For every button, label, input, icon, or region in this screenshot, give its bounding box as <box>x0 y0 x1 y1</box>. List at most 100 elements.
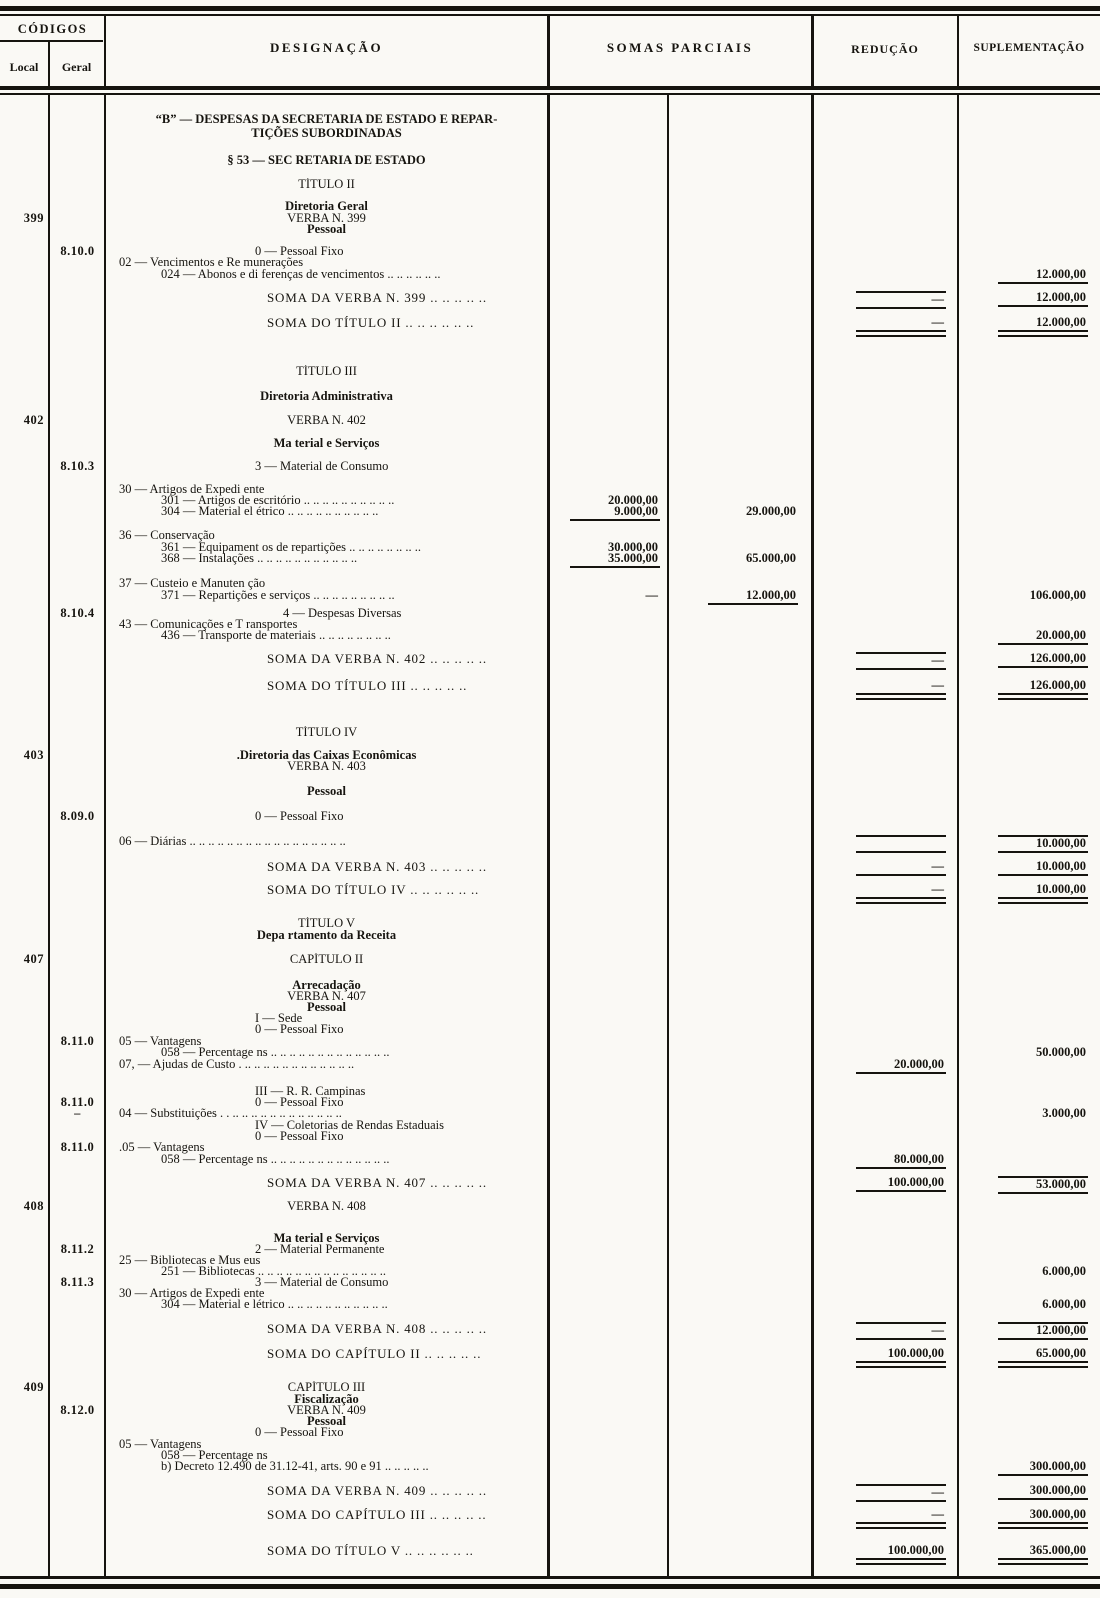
table-row: VERBA N. 407 <box>0 990 1100 1003</box>
red-cell: — <box>812 1484 946 1502</box>
table-row: 8.10.0 0 — Pessoal Fixo <box>0 245 1100 258</box>
local-code: 407 <box>23 952 44 966</box>
sp2-value: 29.000,00 <box>746 504 796 518</box>
table-row: 368 — Instalações .. .. .. .. .. .. .. .… <box>0 552 1100 568</box>
sp1-cell: — <box>548 589 660 603</box>
sp1-cell: 20.000,00 <box>548 494 660 508</box>
table-row: SOMA DO TÍTULO III .. .. .. .. .. — 126.00… <box>0 679 1100 700</box>
designation-text: Pessoal <box>307 1001 346 1014</box>
sp2-value: 12.000,00 <box>708 589 798 605</box>
designation-text: 04 — Substituições . . .. .. .. .. .. ..… <box>119 1107 342 1120</box>
local-column-header: Local <box>9 60 39 74</box>
designation-text: SOMA DA VERBA N. 409 .. .. .. .. .. <box>267 1484 487 1497</box>
table-row: TÍTULO III <box>0 365 1100 378</box>
sp1-value: 35.000,00 <box>570 552 660 568</box>
designation-text: .05 — Vantagens <box>119 1141 205 1154</box>
sup-cell: 10.000,00 <box>958 860 1088 876</box>
suplementacao-column-header: SUPLEMENTAÇÃO <box>973 42 1085 54</box>
designation-text: VERBA N. 399 <box>287 212 366 225</box>
sup-cell: 12.000,00 <box>958 268 1088 284</box>
geral-code: 8.10.3 <box>60 459 95 473</box>
table-row: 30 — Artigos de Expedi ente <box>0 1287 1100 1300</box>
header-divider-designacao <box>547 16 550 88</box>
table-row: Pessoal <box>0 223 1100 236</box>
table-row: 25 — Bibliotecas e Mus eus <box>0 1254 1100 1267</box>
designation-text: 361 — Equipament os de repartições .. ..… <box>161 541 422 554</box>
designation-text: VERBA N. 407 <box>287 990 366 1003</box>
sup-cell: 6.000,00 <box>958 1298 1088 1312</box>
local-code: 408 <box>23 1199 44 1213</box>
sup-cell: 12.000,00 <box>958 291 1088 307</box>
sup-value: 20.000,00 <box>998 629 1088 645</box>
sup-value: 126.000,00 <box>998 652 1088 668</box>
sp1-cell: 30.000,00 <box>548 541 660 555</box>
local-code: 399 <box>23 211 44 225</box>
local-code: 402 <box>23 413 44 427</box>
sup-value: 53.000,00 <box>998 1176 1088 1194</box>
geral-code: 8.11.0 <box>60 1095 95 1109</box>
reducao-column-header: REDUÇÃO <box>851 42 919 56</box>
table-row: TÍTULO V <box>0 917 1100 930</box>
sp2-cell: 65.000,00 <box>668 552 798 566</box>
table-row: Pessoal <box>0 1415 1100 1428</box>
table-row: IV — Coletorias de Rendas Estaduais <box>0 1119 1100 1132</box>
table-row: 0 — Pessoal Fixo <box>0 1130 1100 1143</box>
geral-code: – <box>74 1106 81 1120</box>
sup-value: 50.000,00 <box>1036 1045 1086 1059</box>
table-row: 409 CAPÍTULO III <box>0 1381 1100 1394</box>
sp1-cell: 9.000,00 <box>548 505 660 521</box>
designation-text: 37 — Custeio e Manuten ção <box>119 577 266 590</box>
designation-text: 0 — Pessoal Fixo <box>255 810 344 823</box>
table-row: 407 CAPÍTULO II <box>0 953 1100 966</box>
header-bottom-rule-2 <box>0 93 1100 95</box>
body-divider-somas-reducao <box>811 95 814 1576</box>
designation-text: 06 — Diárias .. .. .. .. .. .. .. .. .. … <box>119 835 346 848</box>
sp1-value: 9.000,00 <box>570 505 660 521</box>
table-row: SOMA DA VERBA N. 409 .. .. .. .. .. — 300.… <box>0 1484 1100 1502</box>
table-row: SOMA DO TÍTULO V .. .. .. .. .. .. 100.00… <box>0 1544 1100 1565</box>
table-row: 371 — Repartições e serviços .. .. .. ..… <box>0 589 1100 605</box>
designation-text: 3 — Material de Consumo <box>255 1276 389 1289</box>
designation-text: 024 — Abonos e di ferenças de vencimento… <box>161 268 441 281</box>
table-row: 024 — Abonos e di ferenças de vencimento… <box>0 268 1100 284</box>
table-row: 8.11.2 2 — Material Permanente <box>0 1243 1100 1256</box>
table-row: 8.09.0 0 — Pessoal Fixo <box>0 810 1100 823</box>
designation-text: 0 — Pessoal Fixo <box>255 1023 344 1036</box>
designation-text: VERBA N. 408 <box>287 1200 366 1213</box>
sup-cell: 300.000,00 <box>958 1508 1088 1529</box>
sup-value: 10.000,00 <box>998 835 1088 853</box>
geral-code: 8.12.0 <box>60 1403 95 1417</box>
designation-text: Pessoal <box>307 1415 346 1428</box>
table-row: 408 VERBA N. 408 <box>0 1200 1100 1213</box>
table-row: 361 — Equipament os de repartições .. ..… <box>0 541 1100 554</box>
table-row: SOMA DO TÍTULO II .. .. .. .. .. .. — 12.0… <box>0 316 1100 337</box>
designation-text: 02 — Vencimentos e Re munerações <box>119 256 304 269</box>
red-cell <box>812 835 946 853</box>
designation-text: 371 — Repartições e serviços .. .. .. ..… <box>161 589 395 602</box>
designation-text: SOMA DO TÍTULO V .. .. .. .. .. .. <box>267 1544 474 1557</box>
codigos-header: CÓDIGOS <box>17 22 88 36</box>
red-cell: — <box>812 883 946 904</box>
red-cell: — <box>812 860 946 876</box>
sup-value: 6.000,00 <box>1042 1264 1086 1278</box>
geral-code: 8.10.0 <box>60 244 95 258</box>
table-row: TÍTULO II <box>0 178 1100 191</box>
sup-value: 10.000,00 <box>998 883 1088 904</box>
table-row: 8.10.4 4 — Despesas Diversas <box>0 607 1100 620</box>
sup-value: 300.000,00 <box>998 1508 1088 1529</box>
sup-value: 3.000,00 <box>1042 1106 1086 1120</box>
table-row: SOMA DO CAPÍTULO III .. .. .. .. .. — 300.… <box>0 1508 1100 1529</box>
sup-value: 6.000,00 <box>1042 1297 1086 1311</box>
sp1-value: 30.000,00 <box>608 540 658 554</box>
table-row: SOMA DA VERBA N. 402 .. .. .. .. .. — 126.… <box>0 652 1100 670</box>
designation-text: 0 — Pessoal Fixo <box>255 1130 344 1143</box>
table-row: 436 — Transporte de materiais .. .. .. .… <box>0 629 1100 645</box>
body-divider-designacao-somas <box>547 95 550 1576</box>
designation-text: VERBA N. 403 <box>287 760 366 773</box>
sp2-value: 65.000,00 <box>746 551 796 565</box>
sup-cell: 126.000,00 <box>958 679 1088 700</box>
somas-parciais-column-header: SOMAS PARCIAIS <box>606 40 754 55</box>
designation-text: 304 — Material el étrico .. .. .. .. .. … <box>161 505 379 518</box>
table-row: Arrecadação <box>0 979 1100 992</box>
geral-code: 8.11.3 <box>60 1275 95 1289</box>
